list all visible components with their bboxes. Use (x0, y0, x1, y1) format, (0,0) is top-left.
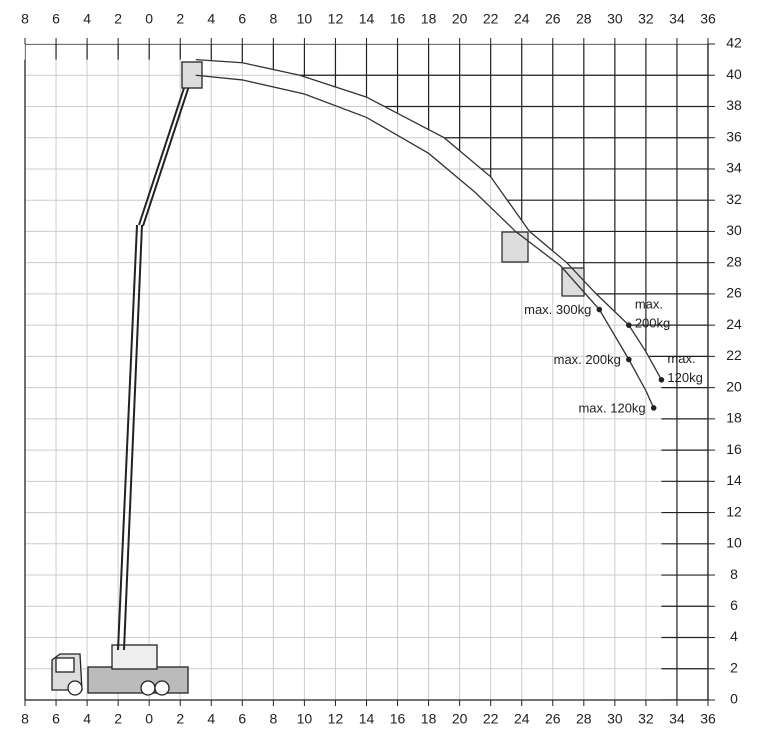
envelope-curve (195, 74, 655, 409)
y-tick-label: 36 (726, 128, 742, 144)
y-tick-label: 4 (730, 628, 738, 644)
x-tick-label: 32 (638, 11, 654, 27)
x-tick-label-bottom: 16 (390, 711, 406, 727)
y-tick-label: 2 (730, 659, 738, 675)
foreground: 8866442200224466881010121214141616181820… (21, 11, 742, 727)
x-tick-label-bottom: 10 (297, 711, 313, 727)
x-tick-label: 4 (207, 11, 215, 27)
y-tick-label: 10 (726, 535, 742, 551)
envelope-curve (195, 58, 663, 381)
x-tick-label-bottom: 12 (328, 711, 344, 727)
y-tick-label: 38 (726, 97, 742, 113)
y-tick-label: 40 (726, 66, 742, 82)
x-tick-label: 6 (238, 11, 246, 27)
x-tick-label-bottom: 4 (207, 711, 215, 727)
x-tick-label-bottom: 36 (700, 711, 716, 727)
annotation-label: max. (635, 297, 663, 312)
annotation-label: 120kg (667, 370, 702, 385)
annotation-label: max. 300kg (524, 302, 591, 317)
x-tick-label-bottom: 2 (114, 711, 122, 727)
x-tick-label-bottom: 6 (52, 711, 60, 727)
x-tick-label-bottom: 32 (638, 711, 654, 727)
x-tick-label-bottom: 30 (607, 711, 623, 727)
x-tick-label: 6 (52, 11, 60, 27)
y-tick-label: 12 (726, 503, 742, 519)
x-tick-label: 22 (483, 11, 499, 27)
y-tick-label: 26 (726, 285, 742, 301)
x-tick-label-bottom: 2 (176, 711, 184, 727)
x-tick-label: 28 (576, 11, 592, 27)
x-tick-label: 34 (669, 11, 685, 27)
x-tick-label: 30 (607, 11, 623, 27)
x-tick-label-bottom: 24 (514, 711, 530, 727)
x-tick-label: 24 (514, 11, 530, 27)
x-tick-label-bottom: 22 (483, 711, 499, 727)
annotation-label: max. 200kg (554, 352, 621, 367)
x-tick-label: 14 (359, 11, 375, 27)
y-tick-label: 14 (726, 472, 742, 488)
annotation-point (626, 356, 632, 363)
annotation-point (650, 405, 657, 411)
y-tick-label: 8 (730, 566, 738, 582)
x-tick-label-bottom: 20 (452, 711, 468, 727)
truck (51, 644, 189, 696)
x-tick-label: 2 (114, 11, 122, 27)
y-tick-label: 32 (726, 191, 742, 207)
x-tick-label: 2 (176, 11, 184, 27)
x-tick-label-bottom: 0 (145, 711, 153, 727)
y-tick-label: 0 (730, 691, 738, 707)
y-tick-label: 34 (726, 160, 742, 176)
x-tick-label: 18 (421, 11, 437, 27)
annotation-label: max. (667, 351, 695, 366)
x-tick-label: 16 (390, 11, 406, 27)
x-tick-label: 8 (21, 11, 29, 27)
x-tick-label-bottom: 34 (669, 711, 685, 727)
x-tick-label-bottom: 14 (359, 711, 375, 727)
x-tick-label: 36 (700, 11, 716, 27)
y-tick-label: 16 (726, 441, 742, 457)
x-tick-label-bottom: 4 (83, 711, 91, 727)
x-tick-label: 8 (269, 11, 277, 27)
y-tick-label: 22 (726, 347, 742, 363)
annotation-point (596, 306, 603, 313)
x-tick-label-bottom: 8 (269, 711, 277, 727)
y-tick-label: 28 (726, 253, 742, 269)
x-tick-label: 26 (545, 11, 561, 27)
x-tick-label-bottom: 18 (421, 711, 437, 727)
grid (24, 43, 709, 701)
x-tick-label: 20 (452, 11, 468, 27)
x-tick-label: 4 (83, 11, 91, 27)
x-tick-label-bottom: 26 (545, 711, 561, 727)
x-tick-label: 10 (297, 11, 313, 27)
x-tick-label-bottom: 6 (238, 711, 246, 727)
x-tick-label: 0 (145, 11, 153, 27)
annotation-point (658, 377, 665, 383)
y-tick-label: 6 (730, 597, 738, 613)
annotation-label: 200kg (635, 316, 670, 331)
y-tick-label: 42 (726, 35, 742, 51)
x-tick-label: 12 (328, 11, 344, 27)
y-tick-label: 18 (726, 410, 742, 426)
x-tick-label-bottom: 8 (21, 711, 29, 727)
annotation-label: max. 120kg (578, 400, 645, 415)
y-tick-label: 30 (726, 222, 742, 238)
boom (117, 61, 585, 651)
y-tick-label: 24 (726, 316, 742, 332)
x-tick-label-bottom: 28 (576, 711, 592, 727)
y-tick-label: 20 (726, 378, 742, 394)
annotation-point (626, 322, 632, 328)
